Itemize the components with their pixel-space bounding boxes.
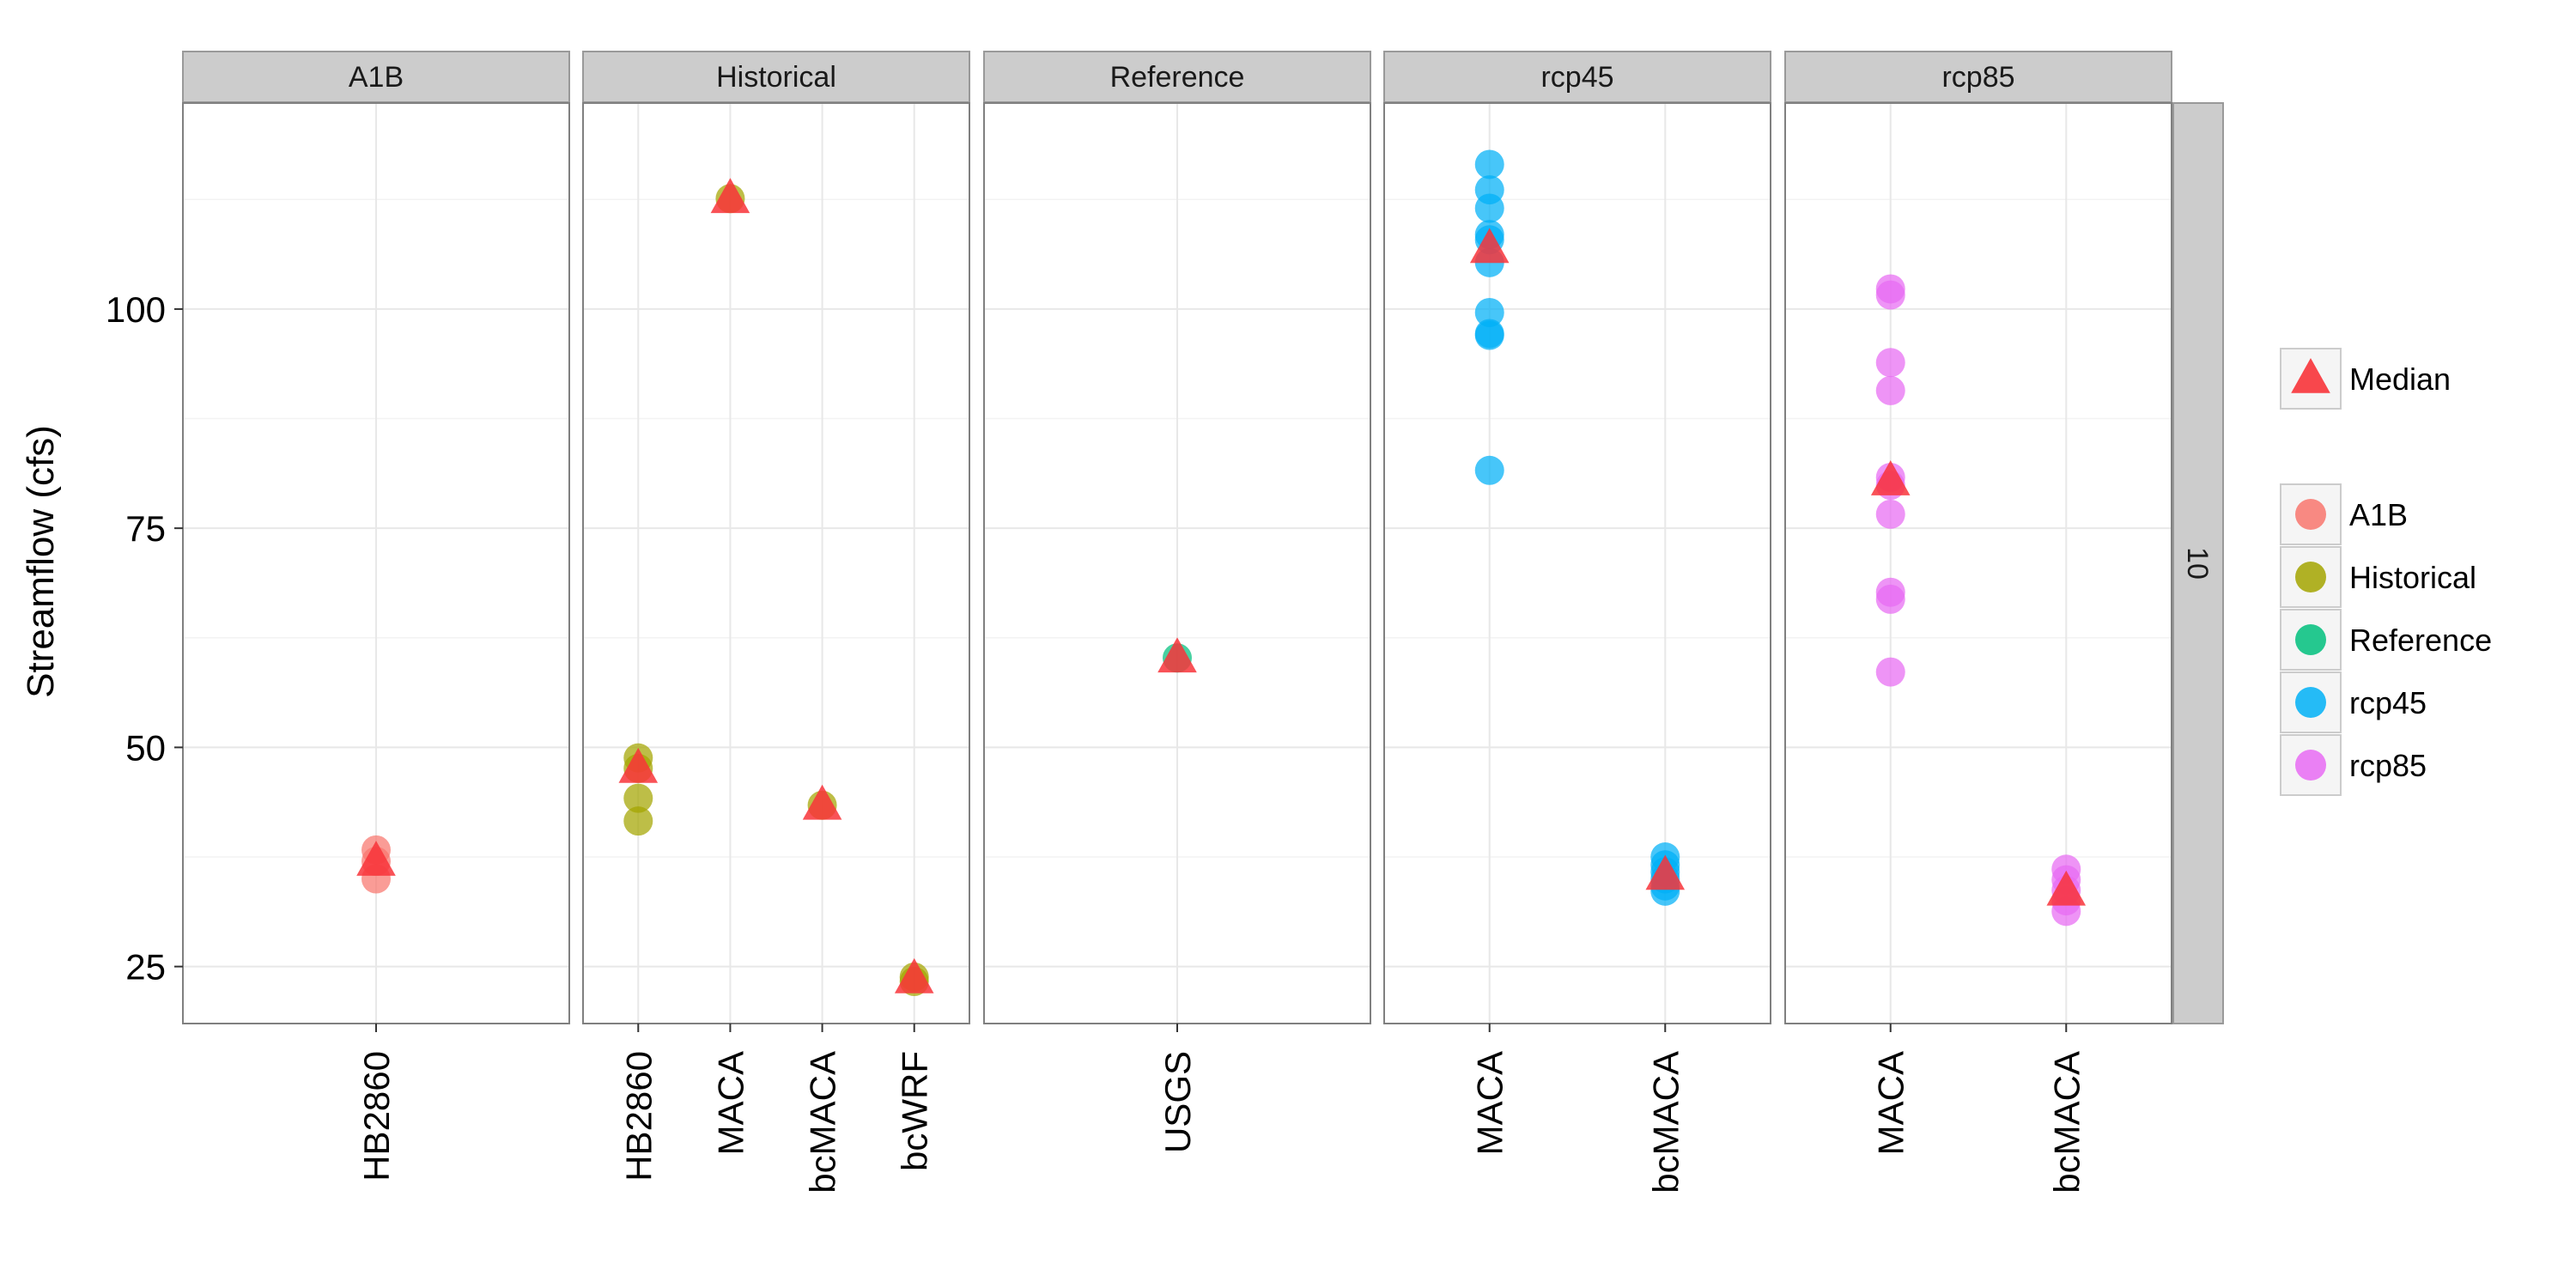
- x-tick-label: MACA: [1871, 1051, 1911, 1155]
- panel-background: [1384, 103, 1771, 1024]
- data-point: [1474, 193, 1504, 223]
- legend-key: [2280, 609, 2342, 671]
- legend-label: rcp85: [2349, 748, 2427, 783]
- facet-panel-rcp85: rcp85 MACA bcMACA: [1784, 51, 2172, 1194]
- legend-label: Reference: [2349, 623, 2492, 658]
- data-point: [1875, 657, 1905, 687]
- facet-panel-rcp45: rcp45 MACA bcMACA: [1383, 51, 1771, 1194]
- legend-label: Median: [2349, 361, 2451, 397]
- median-marker: [1469, 228, 1510, 264]
- data-point: [623, 783, 653, 813]
- facet-strip: [983, 51, 1371, 103]
- y-tick-label: 100: [106, 289, 166, 330]
- panel-border: [1383, 102, 1771, 1024]
- facet-strip-label: rcp85: [1941, 61, 2014, 94]
- legend-label: rcp45: [2349, 685, 2427, 720]
- data-point: [1875, 499, 1905, 529]
- facet-panel-a1b: A1B HB2860: [182, 51, 570, 1182]
- x-tick-label: MACA: [710, 1051, 750, 1155]
- data-point: [1474, 455, 1504, 485]
- y-tick-label: 50: [125, 727, 166, 768]
- legend-series-symbol: [2295, 687, 2326, 718]
- facet-strip-label: Reference: [1110, 61, 1245, 94]
- facet-panels: A1B HB2860 Historical HB2860 MACA bcMACA bcWRF…: [182, 51, 2172, 1194]
- data-point: [1474, 320, 1504, 350]
- panel-background: [1785, 103, 2172, 1024]
- legend-key: [2280, 546, 2342, 608]
- x-tick-label: bcMACA: [803, 1051, 843, 1194]
- facet-panel-reference: Reference USGS: [983, 51, 1371, 1153]
- y-tick-label: 25: [125, 947, 166, 987]
- x-tick-label: bcMACA: [1645, 1051, 1686, 1194]
- facet-strip: [582, 51, 970, 103]
- legend-label: A1B: [2349, 497, 2408, 532]
- x-tick-label: bcWRF: [895, 1051, 935, 1171]
- facet-strip: [1383, 51, 1771, 103]
- data-point: [1875, 375, 1905, 405]
- panel-border: [1784, 102, 2172, 1024]
- median-marker: [2046, 870, 2087, 906]
- facet-strip-label: rcp45: [1540, 61, 1613, 94]
- legend-series-symbol: [2295, 562, 2326, 592]
- row-strip-label: 10: [2181, 547, 2214, 580]
- data-point: [1875, 280, 1905, 310]
- y-axis-title: Streamflow (cfs): [20, 425, 62, 698]
- legend: Median A1B Historical Reference rcp45 rcp85: [2280, 348, 2492, 796]
- facet-strip-label: A1B: [349, 61, 404, 94]
- panel-background: [583, 103, 969, 1024]
- facet-strip: [182, 51, 570, 103]
- median-marker: [618, 747, 659, 783]
- facet-strip: [1784, 51, 2172, 103]
- facet-strip-label: Historical: [716, 61, 836, 94]
- median-marker: [1645, 854, 1686, 890]
- median-marker: [1870, 460, 1911, 495]
- median-marker: [1157, 637, 1197, 673]
- x-tick-label: USGS: [1157, 1051, 1198, 1153]
- data-point: [623, 806, 653, 836]
- legend-series-symbol: [2295, 624, 2326, 655]
- facet-panel-historical: Historical HB2860 MACA bcMACA bcWRF: [582, 51, 970, 1194]
- legend-series-symbol: [2295, 750, 2326, 781]
- data-point: [1474, 298, 1504, 328]
- x-tick-label: MACA: [1470, 1051, 1510, 1155]
- median-marker: [894, 957, 934, 993]
- row-strip-box: [2172, 102, 2224, 1024]
- data-point: [1474, 149, 1504, 179]
- legend-label: Historical: [2349, 560, 2476, 595]
- x-tick-label: HB2860: [356, 1051, 397, 1182]
- y-tick-label: 75: [125, 508, 166, 549]
- data-point: [1875, 584, 1905, 614]
- y-axis: Streamflow (cfs) 25 50 75 100: [20, 289, 183, 987]
- x-tick-label: bcMACA: [2046, 1051, 2087, 1194]
- x-tick-label: HB2860: [618, 1051, 659, 1182]
- legend-series-symbol: [2295, 499, 2326, 530]
- panel-border: [582, 102, 970, 1024]
- legend-median-symbol: [2291, 358, 2330, 393]
- median-marker: [356, 841, 396, 876]
- data-point: [1875, 348, 1905, 378]
- row-strip: 10: [2172, 102, 2224, 1024]
- median-marker: [710, 178, 750, 214]
- median-marker: [802, 784, 842, 820]
